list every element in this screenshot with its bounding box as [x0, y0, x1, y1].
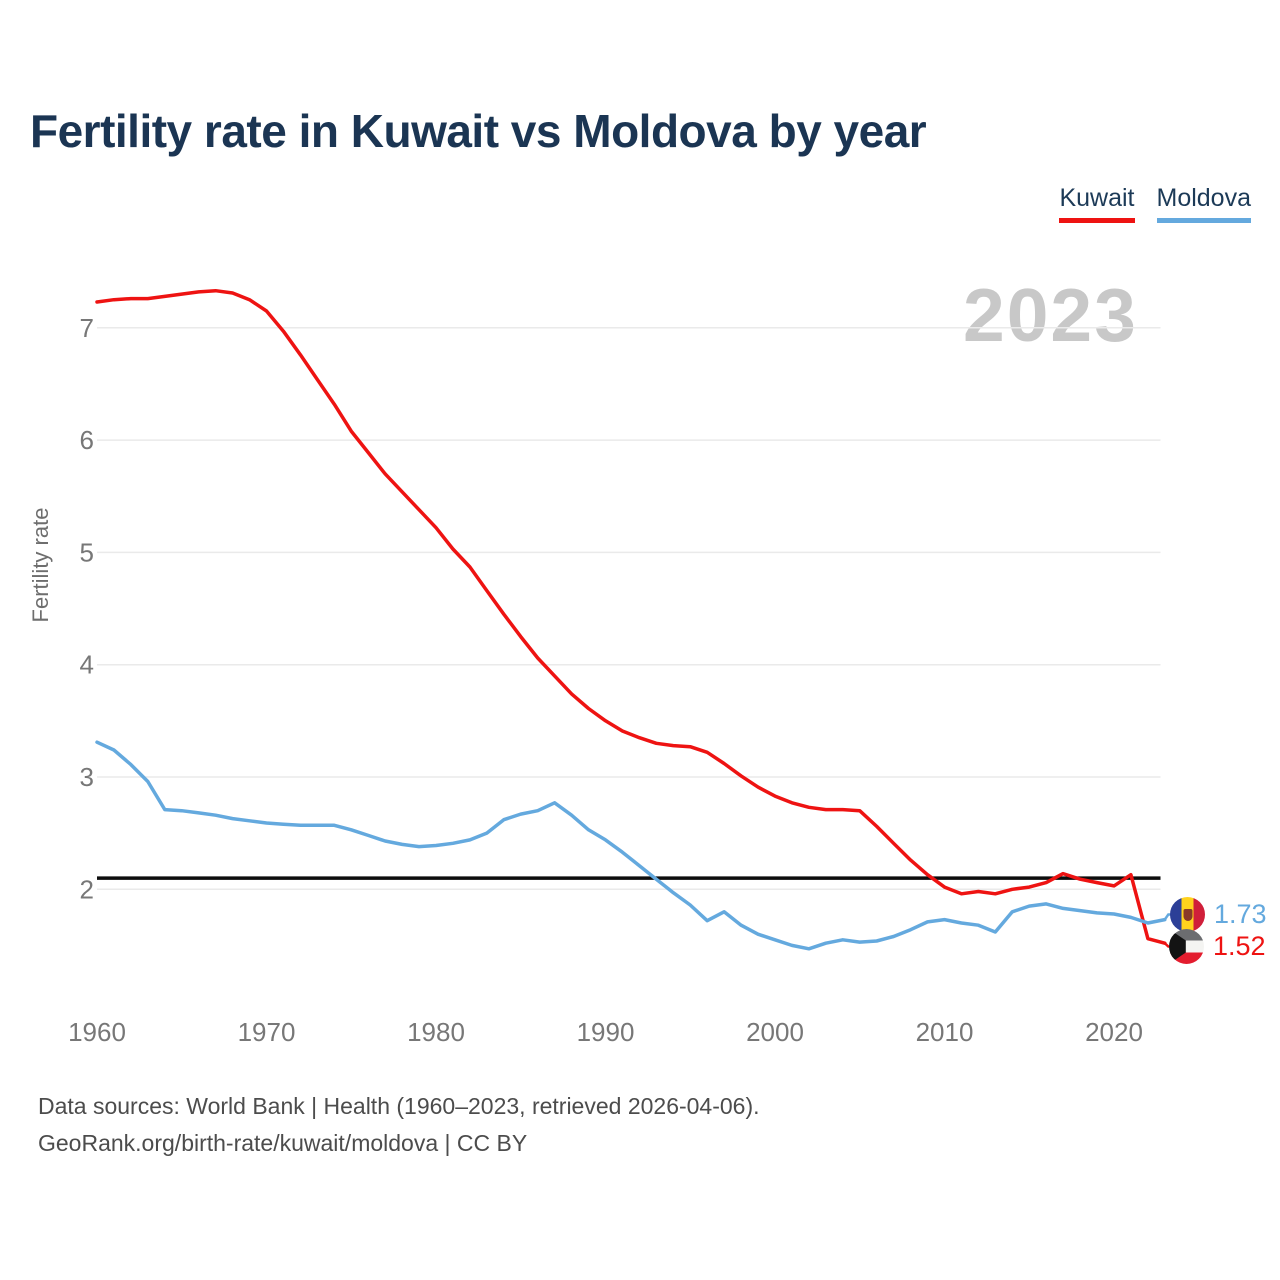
kuwait-flag-icon [1169, 929, 1204, 964]
x-tick-label: 1960 [68, 1017, 126, 1047]
moldova-flag-icon [1170, 897, 1205, 932]
x-tick-label: 2000 [746, 1017, 804, 1047]
y-tick-label: 3 [80, 762, 94, 792]
moldova-end-value: 1.73 [1214, 899, 1267, 929]
legend-item-moldova[interactable]: Moldova [1156, 186, 1251, 223]
x-tick-label: 1970 [238, 1017, 296, 1047]
y-tick-label: 4 [80, 650, 94, 680]
kuwait-end-value: 1.52 [1213, 931, 1266, 961]
data-sources-line: Data sources: World Bank | Health (1960–… [38, 1093, 760, 1119]
legend: Kuwait Moldova [1059, 186, 1251, 223]
license-line: GeoRank.org/birth-rate/kuwait/moldova | … [38, 1130, 528, 1156]
attribution-footer: Data sources: World Bank | Health (1960–… [38, 1088, 760, 1162]
y-tick-label: 5 [80, 537, 94, 567]
y-axis-title: Fertility rate [28, 508, 53, 623]
page-title: Fertility rate in Kuwait vs Moldova by y… [30, 105, 927, 157]
x-tick-label: 1990 [577, 1017, 635, 1047]
kuwait-line [95, 288, 1167, 945]
y-tick-label: 7 [80, 313, 94, 343]
x-tick-label: 2010 [916, 1017, 974, 1047]
y-tick-label: 6 [80, 425, 94, 455]
year-watermark: 2023 [963, 273, 1138, 357]
moldova-line [95, 740, 1167, 951]
legend-item-kuwait[interactable]: Kuwait [1059, 186, 1135, 223]
kuwait-end-label: 1.52 [1169, 929, 1266, 964]
x-tick-label: 1980 [407, 1017, 465, 1047]
y-tick-label: 2 [80, 874, 94, 904]
x-tick-label: 2020 [1085, 1017, 1143, 1047]
moldova-end-label: 1.73 [1170, 897, 1267, 932]
